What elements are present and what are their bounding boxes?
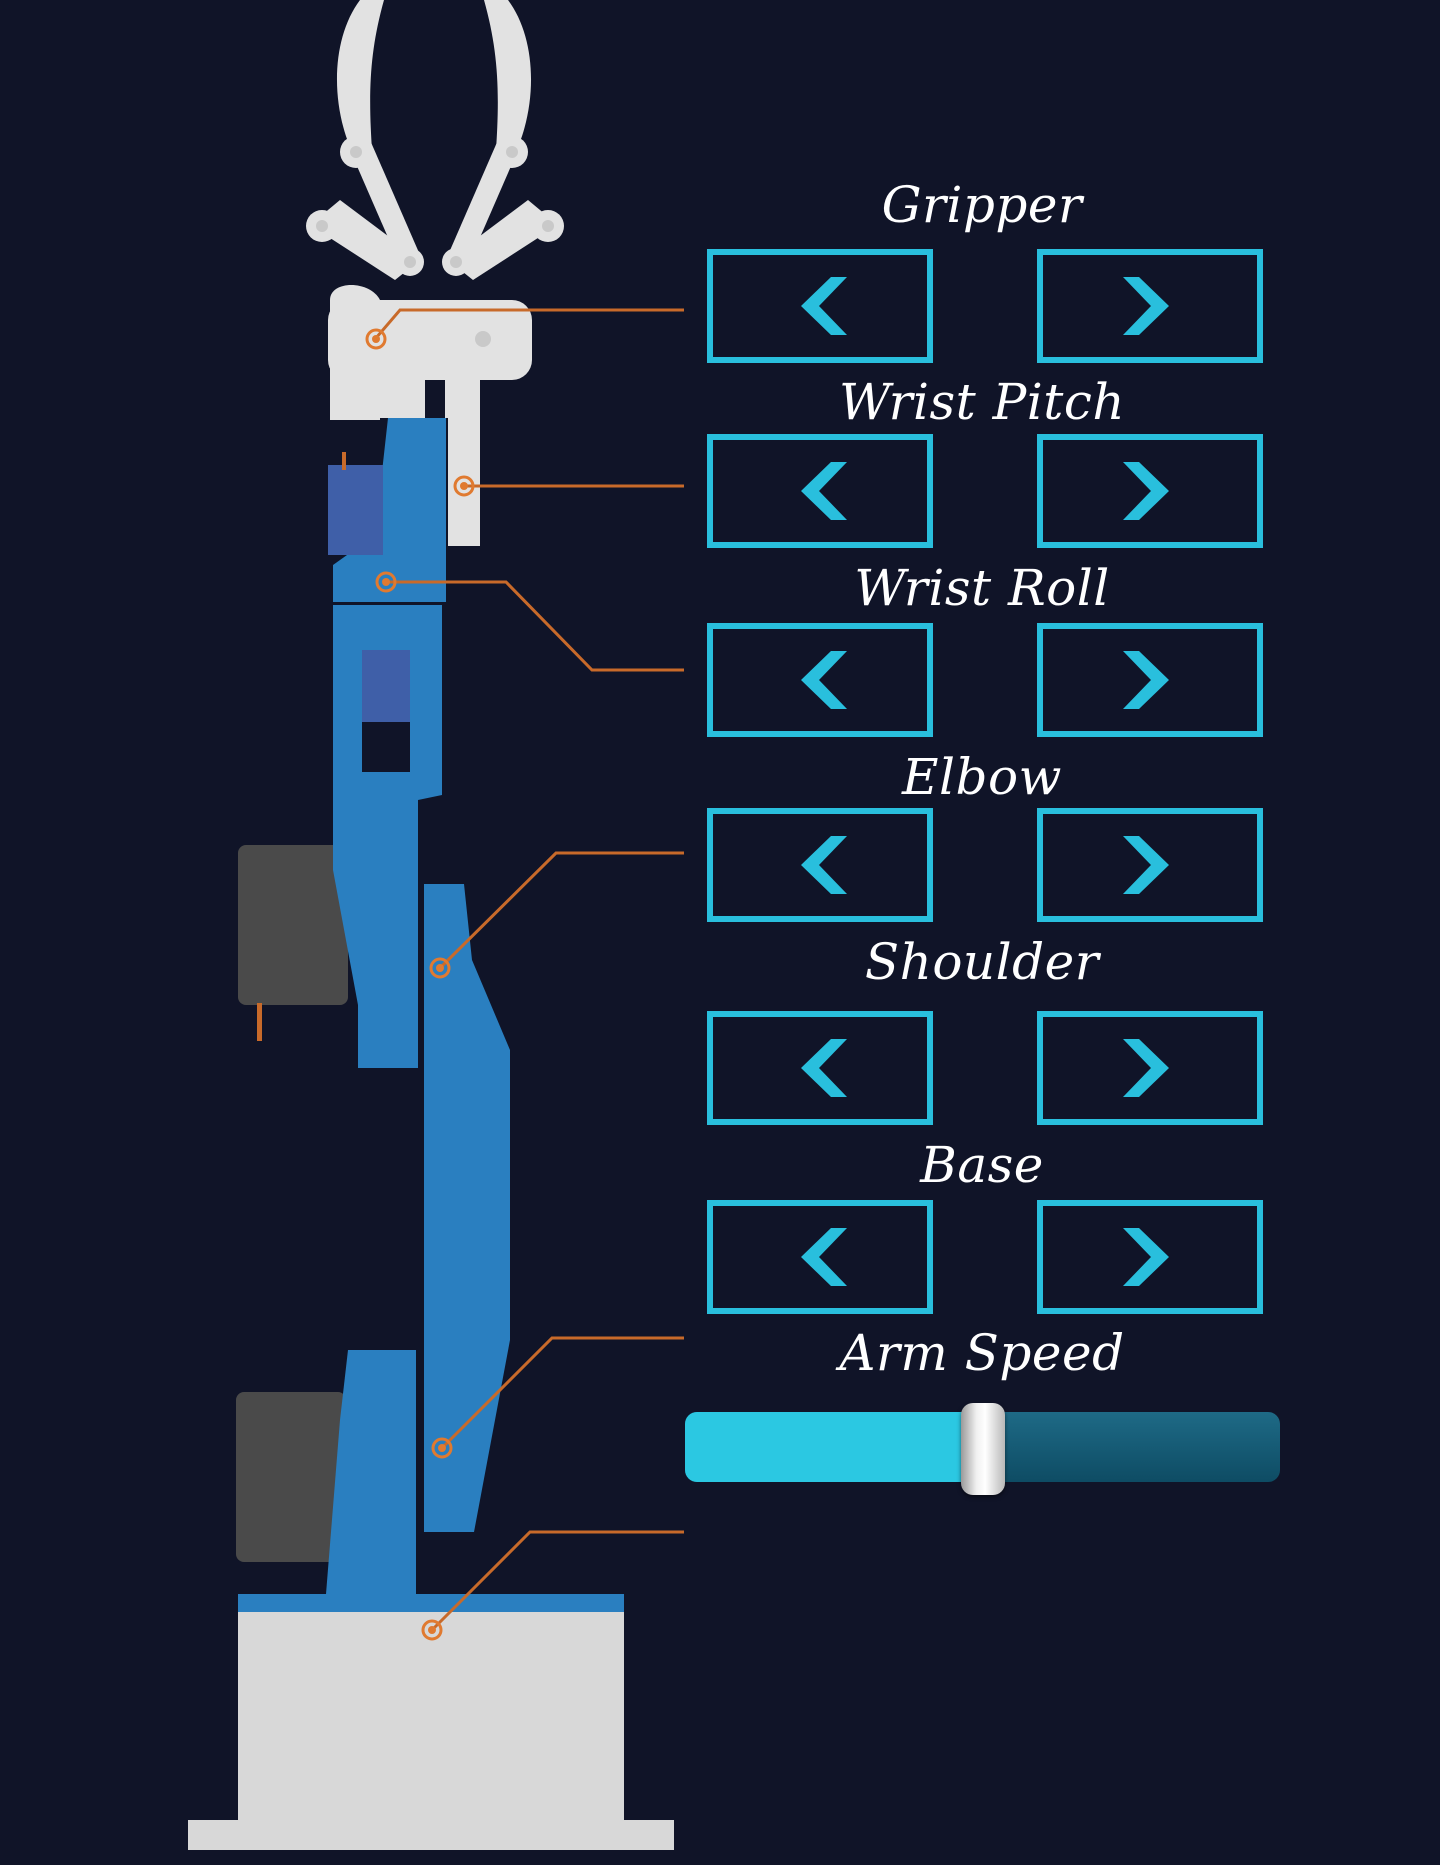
base-left-button[interactable] xyxy=(707,1200,933,1314)
joint-markers xyxy=(365,328,475,1641)
chevron-right-icon xyxy=(1123,1039,1169,1097)
elbow-right-button[interactable] xyxy=(1037,808,1263,922)
forearm xyxy=(333,605,442,1068)
wrist-roll-left-button[interactable] xyxy=(707,623,933,737)
chevron-right-icon xyxy=(1123,1228,1169,1286)
gripper-left-button[interactable] xyxy=(707,249,933,363)
leader-lines xyxy=(374,308,684,1632)
shoulder-motor xyxy=(236,1392,346,1562)
shoulder-left-button[interactable] xyxy=(707,1011,933,1125)
wrist-pitch-right-button[interactable] xyxy=(1037,434,1263,548)
wrist-link xyxy=(333,418,446,602)
chevron-right-icon xyxy=(1123,651,1169,709)
wrist-servo xyxy=(328,465,383,555)
wrist-pitch-label: Wrist Pitch xyxy=(838,373,1126,431)
chevron-left-icon xyxy=(801,651,847,709)
chevron-right-icon xyxy=(1123,277,1169,335)
arm-speed-fill xyxy=(685,1412,983,1482)
chevron-right-icon xyxy=(1123,462,1169,520)
upper-arm xyxy=(424,884,510,1532)
shoulder-right-button[interactable] xyxy=(1037,1011,1263,1125)
base-top-plate xyxy=(238,1594,624,1612)
forearm-window xyxy=(362,650,410,722)
base-foot xyxy=(188,1820,674,1850)
elbow-left-button[interactable] xyxy=(707,808,933,922)
shoulder-label: Shoulder xyxy=(864,933,1100,991)
arm-speed-label: Arm Speed xyxy=(839,1324,1125,1382)
base-label: Base xyxy=(920,1136,1044,1194)
chevron-left-icon xyxy=(801,1039,847,1097)
wrist-pitch-left-button[interactable] xyxy=(707,434,933,548)
shoulder-bracket xyxy=(326,1350,416,1594)
gripper-label: Gripper xyxy=(881,176,1083,234)
gripper xyxy=(306,0,564,420)
base-block xyxy=(238,1608,624,1822)
chevron-left-icon xyxy=(801,277,847,335)
wrist-roll-label: Wrist Roll xyxy=(854,559,1110,617)
elbow-motor xyxy=(238,845,348,1005)
chevron-left-icon xyxy=(801,836,847,894)
chevron-left-icon xyxy=(801,1228,847,1286)
wrist-roll-right-button[interactable] xyxy=(1037,623,1263,737)
elbow-label: Elbow xyxy=(902,748,1062,806)
chevron-left-icon xyxy=(801,462,847,520)
base-right-button[interactable] xyxy=(1037,1200,1263,1314)
arm-speed-slider-thumb[interactable] xyxy=(960,1403,1005,1495)
chevron-right-icon xyxy=(1123,836,1169,894)
gripper-right-button[interactable] xyxy=(1037,249,1263,363)
